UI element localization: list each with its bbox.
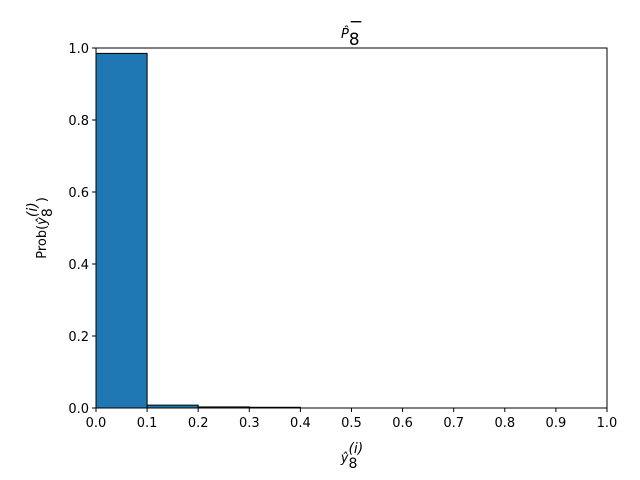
x-tick-label: 0.5 [341,416,362,431]
bar [95,52,148,409]
y-axis-label-sub: 8 [40,208,56,217]
x-tick-label: 0.8 [494,416,515,431]
x-axis-label-sup: (i) [348,441,363,457]
y-axis-label: Prob(ŷ8(i)) [25,197,56,259]
y-tick-label: 0.2 [68,330,89,345]
plot-frame [95,47,608,409]
y-tick-label: 1.0 [68,42,89,57]
x-tick-label: 0.0 [86,416,107,431]
x-tick-label: 0.2 [188,416,209,431]
chart-title-sup: − [349,11,363,31]
x-tick-label: 0.6 [392,416,413,431]
y-axis-label-suffix: ) [35,197,50,202]
x-tick-label: 0.7 [443,416,464,431]
y-tick-label: 0.4 [68,258,89,273]
x-tick-label: 1.0 [597,416,618,431]
x-axis-label-base: ŷ [340,451,349,466]
x-tick-label: 0.4 [290,416,311,431]
chart-title: P̂8− [341,11,363,49]
x-axis-label: ŷ8(i) [340,441,364,472]
y-axis-label-sup: (i) [25,202,41,217]
x-axis-label-sub: 8 [348,456,357,472]
x-tick-label: 0.3 [239,416,260,431]
y-axis-label-prefix: Prob( [35,225,50,259]
y-tick-label: 0.8 [68,114,89,129]
x-tick-label: 0.9 [546,416,567,431]
chart-title-sub: 8 [349,29,360,49]
y-tick-label: 0.0 [68,402,89,417]
y-axis-label-base: ŷ [35,217,50,226]
chart-title-base: P̂ [341,27,349,42]
y-tick-label: 0.6 [68,186,89,201]
x-tick-label: 0.1 [137,416,158,431]
